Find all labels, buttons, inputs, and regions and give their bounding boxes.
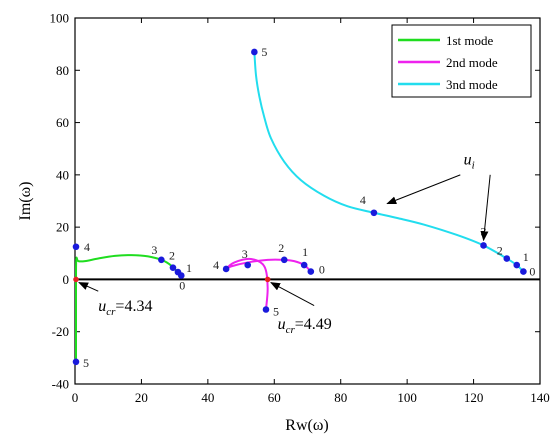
y-tick-label: -20 [52,324,69,339]
data-point [300,261,308,269]
y-tick-label: 80 [56,63,69,78]
data-point [513,261,521,269]
data-point [72,358,80,366]
data-point [520,268,527,275]
point-label: 5 [261,45,267,59]
point-label: 4 [360,193,366,207]
point-label: 5 [273,304,279,318]
annotation-arrow [480,174,491,242]
series-line-2 [225,257,312,310]
point-label: 3 [151,243,157,257]
x-tick-label: 100 [397,390,417,405]
y-tick-label: 40 [56,167,69,182]
y-axis-title: Im(ω) [17,182,34,221]
x-tick-label: 0 [72,390,79,405]
x-tick-label: 140 [530,390,550,405]
point-label: 3 [242,247,248,261]
y-tick-label: 20 [56,220,69,235]
legend-label-mode2: 2nd mode [446,55,498,70]
x-tick-label: 20 [135,390,148,405]
point-label: 4 [84,240,90,254]
series-line-3 [253,51,525,273]
legend: 1st mode 2nd mode 3nd mode [391,24,532,98]
critical-point [264,276,271,283]
data-point [244,261,252,269]
point-label: 1 [523,250,529,264]
point-label: 0 [529,265,535,279]
x-tick-label: 40 [201,390,214,405]
data-point [307,268,315,275]
point-label: 2 [169,249,175,263]
legend-label-mode3: 3nd mode [446,77,498,92]
annotation-arrow [386,174,461,205]
y-tick-label: 60 [56,115,69,130]
annotation-label: ucr=4.34 [98,298,152,318]
x-axis-title: Rw(ω) [285,417,328,434]
legend-label-mode1: 1st mode [446,33,494,48]
point-label: 4 [213,258,219,272]
plot-frame [74,17,541,385]
point-label: 0 [319,263,325,277]
critical-point [73,276,79,283]
point-label: 2 [497,244,503,258]
y-tick-label: -40 [52,377,69,392]
y-tick-label: 100 [50,11,70,26]
point-label: 5 [83,356,89,370]
data-point [169,264,177,271]
data-point [222,265,230,273]
x-tick-label: 60 [268,390,281,405]
data-point [174,268,182,276]
x-tick-label: 120 [464,390,484,405]
annotations: ucr=4.34 ucr=4.49 ui [73,151,491,336]
data-point [72,243,80,251]
point-label: 0 [179,279,185,293]
annotation-label: ui [464,151,475,171]
point-label: 2 [278,241,284,255]
annotation-label: ucr=4.49 [278,316,332,336]
point-label: 1 [186,261,192,275]
annotation-arrow [270,282,315,307]
x-tick-label: 80 [334,390,347,405]
data-point [158,256,165,264]
annotation-arrow [78,282,99,292]
y-tick-label: 0 [63,272,70,287]
data-point [480,242,487,249]
point-label: 1 [302,245,308,259]
data-point [370,209,378,217]
data-point [280,256,288,264]
data-point [251,48,258,56]
data-point [503,255,511,262]
data-point [262,306,270,313]
